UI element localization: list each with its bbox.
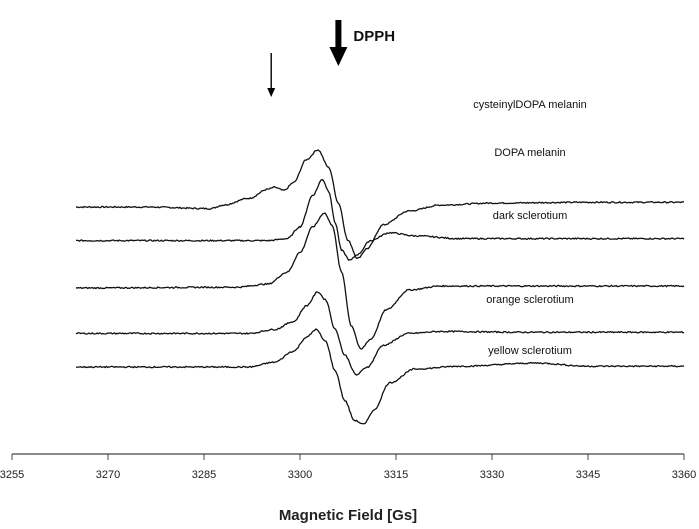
x-tick-label: 3330 xyxy=(480,469,504,481)
series-labels: cysteinylDOPA melanin DOPA melanin dark sc… xyxy=(473,99,587,357)
series-label: cysteinylDOPA melanin xyxy=(473,99,587,111)
dpph-arrow-head xyxy=(329,47,348,66)
x-tick-label: 3345 xyxy=(576,469,600,481)
thin-arrow-head xyxy=(267,88,276,97)
dpph-arrow-shaft xyxy=(335,20,342,49)
dpph-label: DPPH xyxy=(353,28,395,45)
series-line xyxy=(75,328,685,425)
annotations: DPPH xyxy=(267,20,395,97)
series-label: orange sclerotium xyxy=(486,294,573,306)
spectra-traces xyxy=(75,149,685,425)
series-line xyxy=(75,149,685,260)
series-line xyxy=(75,291,685,376)
x-tick-label: 3270 xyxy=(96,469,120,481)
x-axis-ticks: 3255 3270 3285 3300 3315 3330 3345 3360 xyxy=(0,454,696,481)
series-label: yellow sclerotium xyxy=(488,345,572,357)
series-label: dark sclerotium xyxy=(493,210,568,222)
series-line xyxy=(75,179,685,261)
x-tick-label: 3255 xyxy=(0,469,24,481)
series-label: DOPA melanin xyxy=(494,147,565,159)
series-line xyxy=(75,212,685,350)
x-axis-title: Magnetic Field [Gs] xyxy=(279,507,417,524)
x-tick-label: 3300 xyxy=(288,469,312,481)
x-tick-label: 3360 xyxy=(672,469,696,481)
x-tick-label: 3315 xyxy=(384,469,408,481)
x-tick-label: 3285 xyxy=(192,469,216,481)
